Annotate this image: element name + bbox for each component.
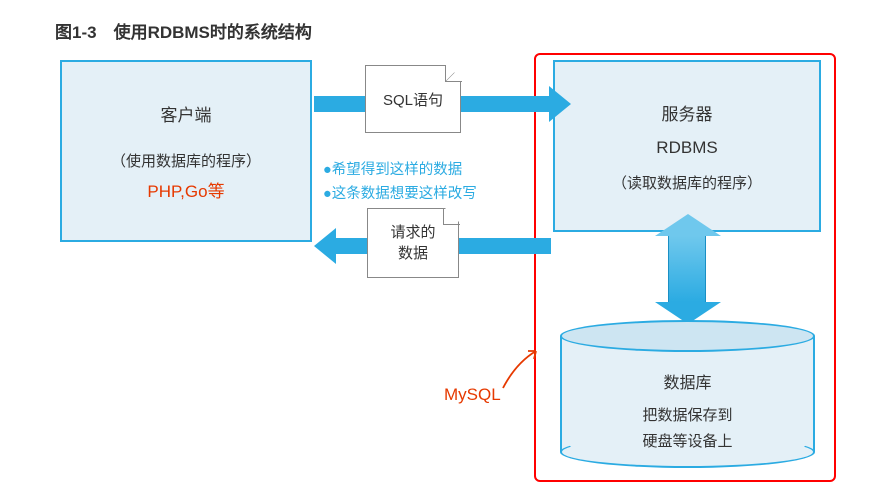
req-doc-label: 请求的数据 xyxy=(390,222,435,264)
database-cylinder: 数据库 把数据保存到 硬盘等设备上 xyxy=(560,320,815,468)
db-top xyxy=(560,320,815,352)
client-tech: PHP,Go等 xyxy=(147,177,224,202)
figure-title: 图1-3 使用RDBMS时的系统结构 xyxy=(55,18,312,43)
mysql-pointer-arrow-icon xyxy=(498,343,546,391)
server-title-1: 服务器 xyxy=(662,99,713,131)
server-subtitle: （读取数据库的程序） xyxy=(612,172,762,193)
server-box: 服务器 RDBMS （读取数据库的程序） xyxy=(553,60,821,232)
client-box: 客户端 （使用数据库的程序） PHP,Go等 xyxy=(60,60,312,242)
bidirectional-arrow xyxy=(668,235,706,303)
db-title: 数据库 xyxy=(560,370,815,397)
sql-document-icon: SQL语句 xyxy=(365,65,461,133)
note-line-1: ●希望得到这样的数据 xyxy=(323,158,462,179)
client-subtitle: （使用数据库的程序） xyxy=(111,150,261,171)
db-desc-1: 把数据保存到 xyxy=(560,403,815,429)
response-document-icon: 请求的数据 xyxy=(367,208,459,278)
note-line-2: ●这条数据想要这样改写 xyxy=(323,182,477,203)
db-desc-2: 硬盘等设备上 xyxy=(560,429,815,455)
mysql-label: MySQL xyxy=(444,385,501,405)
sql-doc-label: SQL语句 xyxy=(383,89,443,110)
client-title: 客户端 xyxy=(161,100,212,132)
db-text: 数据库 把数据保存到 硬盘等设备上 xyxy=(560,370,815,454)
server-title-2: RDBMS xyxy=(656,132,717,164)
